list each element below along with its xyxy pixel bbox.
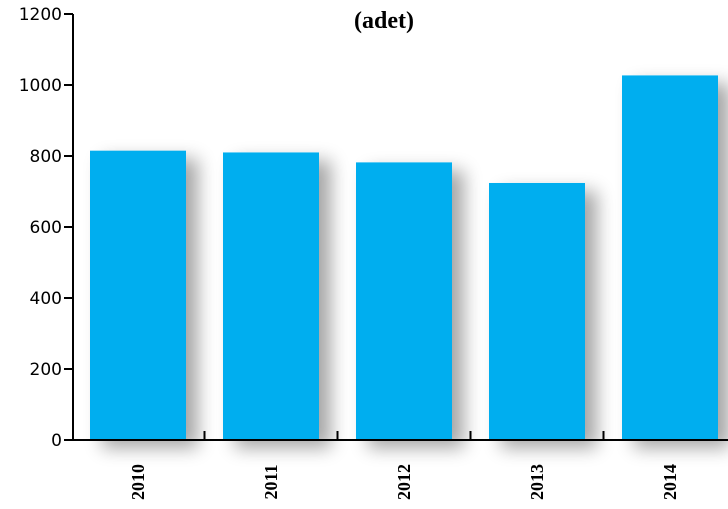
chart-title: (adet): [354, 8, 414, 34]
x-tick-label-2011: 2011: [261, 464, 281, 499]
y-tick-label: 800: [30, 147, 62, 167]
y-tick-label: 1200: [19, 5, 62, 25]
y-tick-label: 400: [30, 289, 62, 309]
bar-2011: [223, 152, 319, 440]
bar-2010: [90, 150, 186, 441]
bars-group: [90, 75, 718, 441]
bar-2012: [356, 162, 452, 440]
x-tick-label-2010: 2010: [128, 464, 148, 500]
y-tick-label: 0: [51, 431, 62, 451]
y-tick-label: 1000: [19, 76, 62, 96]
y-axis-ticks: 0 200 400 600 800 1000 1200: [19, 5, 73, 451]
x-tick-label-2013: 2013: [527, 464, 547, 500]
y-tick-label: 200: [30, 360, 62, 380]
y-tick-label: 600: [30, 218, 62, 238]
bar-2014: [622, 75, 718, 440]
x-tick-label-2014: 2014: [660, 464, 680, 500]
x-tick-label-2012: 2012: [394, 464, 414, 500]
x-axis-ticks: 2010 2011 2012 2013 2014: [128, 431, 680, 500]
bar-2013: [489, 182, 585, 441]
